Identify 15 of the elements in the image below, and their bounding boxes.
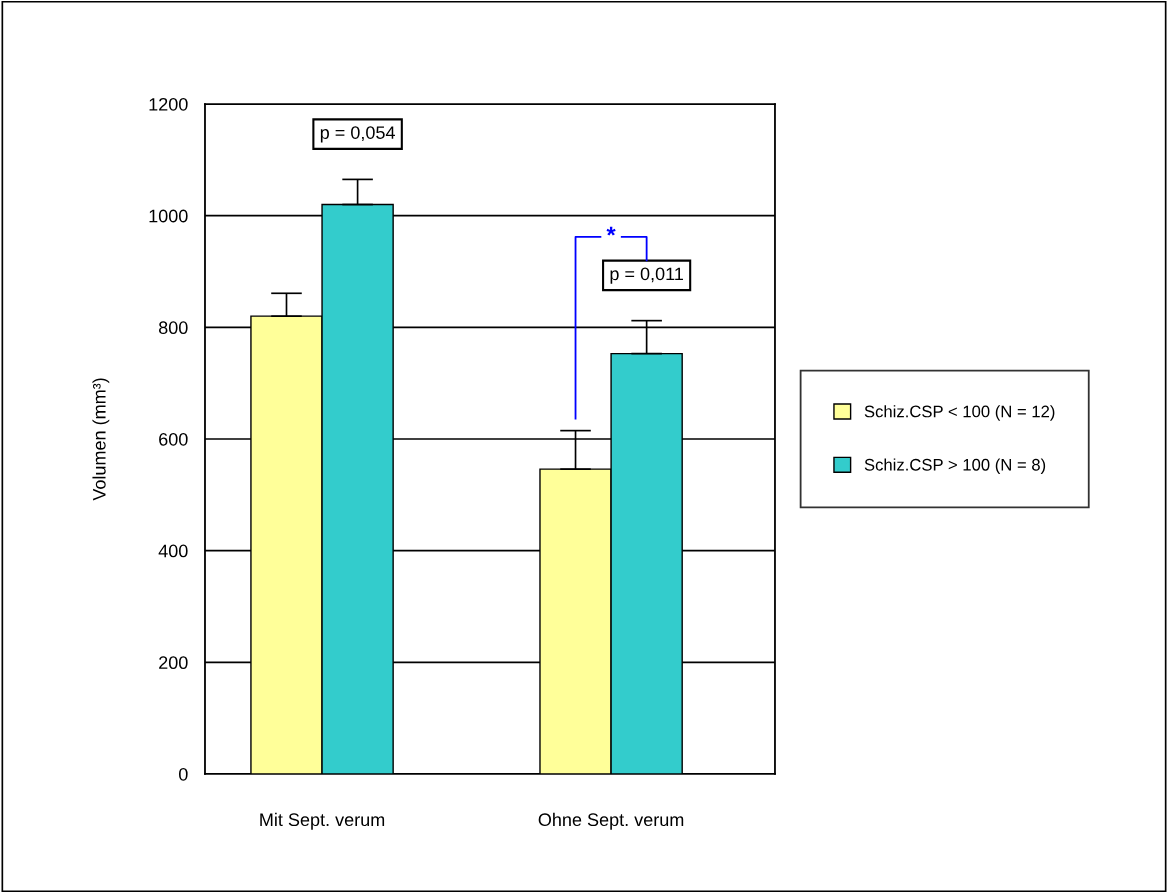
y-axis-title: Volumen (mm³): [92, 378, 110, 501]
y-tick-label: 1200: [149, 97, 188, 111]
legend-label: Schiz.CSP > 100 (N = 8): [864, 458, 1046, 474]
y-tick-label: 1000: [149, 209, 188, 223]
legend-label: Schiz.CSP < 100 (N = 12): [864, 405, 1055, 421]
y-tick-label: 600: [159, 432, 188, 446]
y-tick-label: 200: [159, 656, 188, 670]
annotation: *: [606, 226, 616, 236]
annotation: p = 0,011: [610, 267, 683, 284]
y-tick-label: 400: [158, 544, 188, 558]
y-tick-label: 800: [158, 321, 188, 335]
y-tick-label: 0: [178, 767, 188, 781]
annotation: p = 0,054: [320, 126, 395, 143]
x-tick-label: Ohne Sept. verum: [538, 812, 684, 830]
x-tick-label: Mit Sept. verum: [260, 812, 385, 830]
